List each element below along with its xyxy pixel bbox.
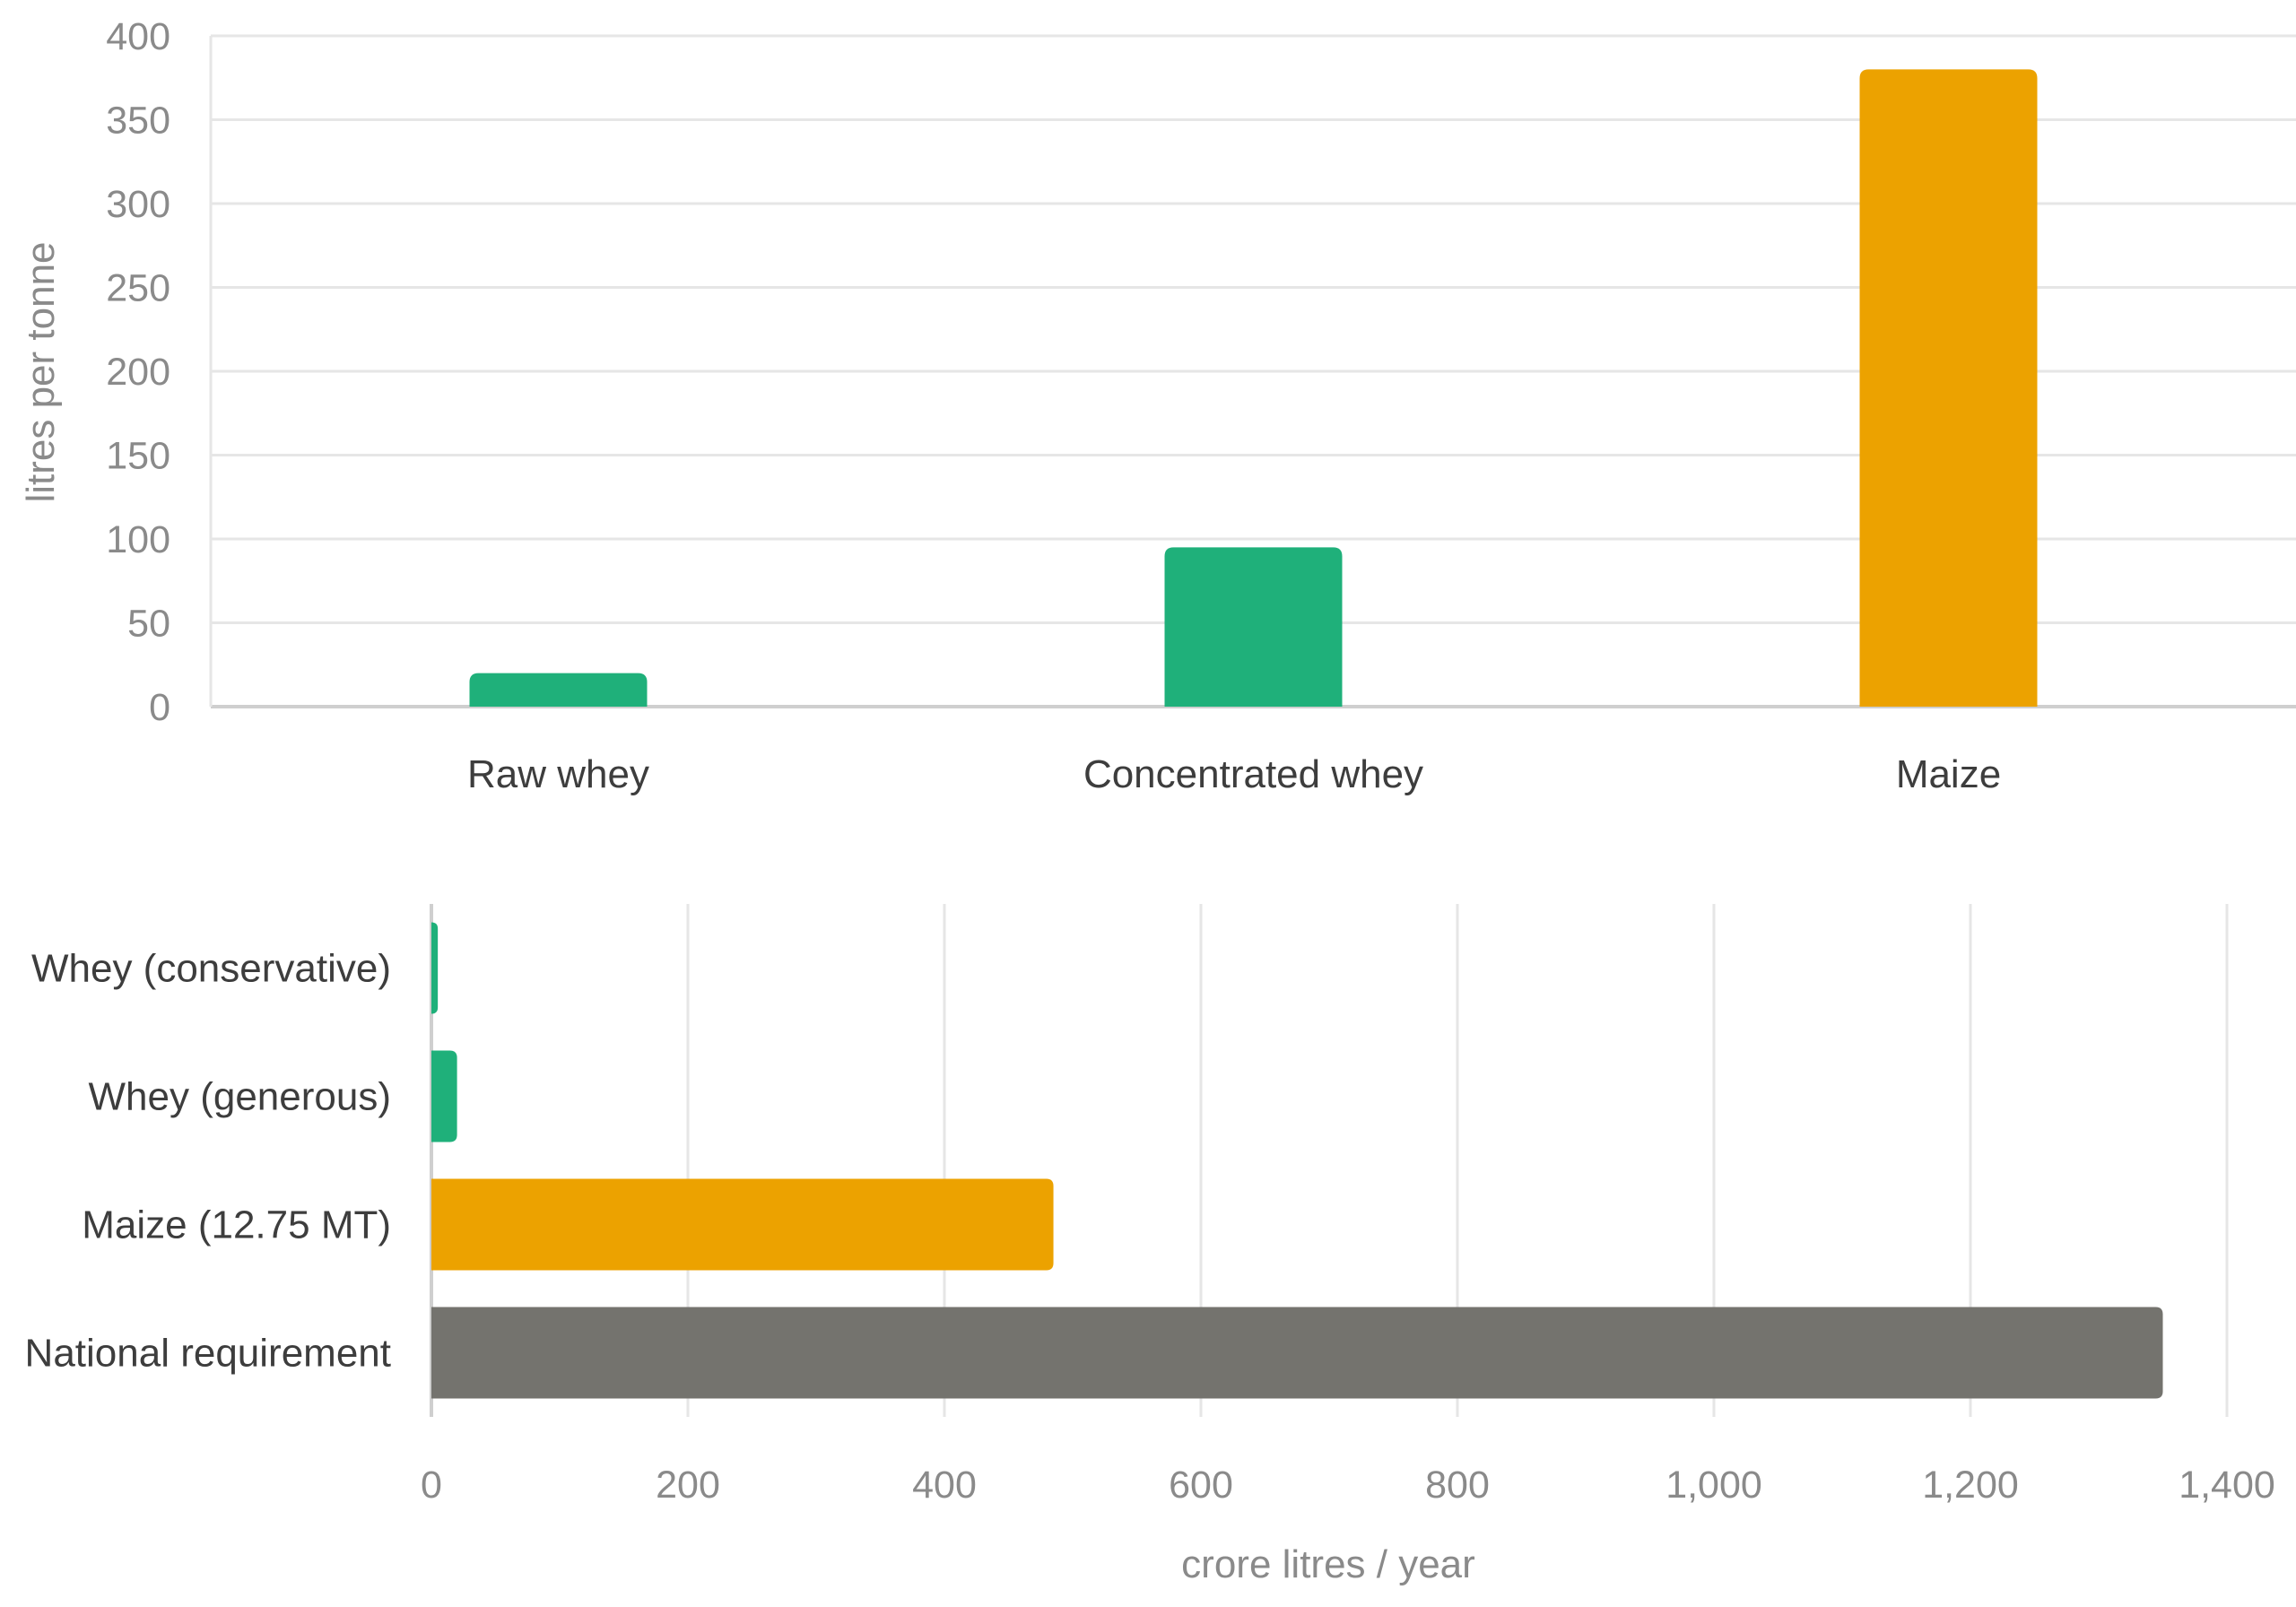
bars xyxy=(431,922,2163,1399)
category-labels: Whey (conservative) Whey (generous) Maize … xyxy=(25,947,391,1376)
category-label: Concentrated whey xyxy=(1083,752,1423,796)
category-label: Maize (12.75 MT) xyxy=(82,1203,391,1247)
x-tick-label: 400 xyxy=(912,1464,977,1507)
y-tick-label: 0 xyxy=(149,686,170,729)
x-tick-label: 800 xyxy=(1425,1464,1490,1507)
bar-maize-12-75-mt- xyxy=(431,1178,1054,1271)
x-tick-label: 200 xyxy=(656,1464,720,1507)
bar-whey-conservative- xyxy=(431,922,439,1014)
horizontal-bar-chart: 0 200 400 600 800 1,000 1,200 1,400 Whey (conse… xyxy=(25,904,2275,1586)
bar-concentrated-whey xyxy=(1164,547,1343,707)
x-tick-label: 0 xyxy=(421,1464,442,1507)
y-tick-label: 100 xyxy=(106,518,170,561)
bar-maize xyxy=(1859,69,2038,707)
bars xyxy=(469,69,2038,707)
bar-national-requirement xyxy=(431,1307,2163,1399)
x-tick-label: 1,200 xyxy=(1922,1464,2019,1507)
y-tick-label: 400 xyxy=(106,15,170,58)
x-tick-label: 1,400 xyxy=(2179,1464,2275,1507)
y-tick-label: 350 xyxy=(106,100,170,143)
y-tick-label: 150 xyxy=(106,435,170,478)
bar-whey-generous- xyxy=(431,1050,457,1142)
bar-raw-whey xyxy=(469,673,648,707)
vertical-bar-chart: 0 50 100 150 200 250 300 350 400 Raw whey Concent… xyxy=(19,15,2296,796)
category-label: Whey (conservative) xyxy=(31,947,391,991)
x-tick-labels: 0 200 400 600 800 1,000 1,200 1,400 xyxy=(421,1464,2275,1507)
category-label: Maize xyxy=(1896,752,2001,796)
y-tick-label: 300 xyxy=(106,183,170,226)
category-label: Whey (generous) xyxy=(89,1075,391,1119)
y-tick-label: 50 xyxy=(127,603,170,646)
category-label: Raw whey xyxy=(467,752,649,796)
category-labels: Raw whey Concentrated whey Maize xyxy=(467,752,2001,796)
x-tick-label: 600 xyxy=(1169,1464,1233,1507)
y-tick-label: 250 xyxy=(106,267,170,310)
x-tick-label: 1,000 xyxy=(1665,1464,1762,1507)
y-tick-label: 200 xyxy=(106,351,170,394)
y-axis-title: litres per tonne xyxy=(19,241,63,502)
x-axis-title: crore litres / year xyxy=(1181,1542,1475,1586)
category-label: National requirement xyxy=(25,1332,391,1376)
y-tick-labels: 0 50 100 150 200 250 300 350 400 xyxy=(106,15,170,729)
